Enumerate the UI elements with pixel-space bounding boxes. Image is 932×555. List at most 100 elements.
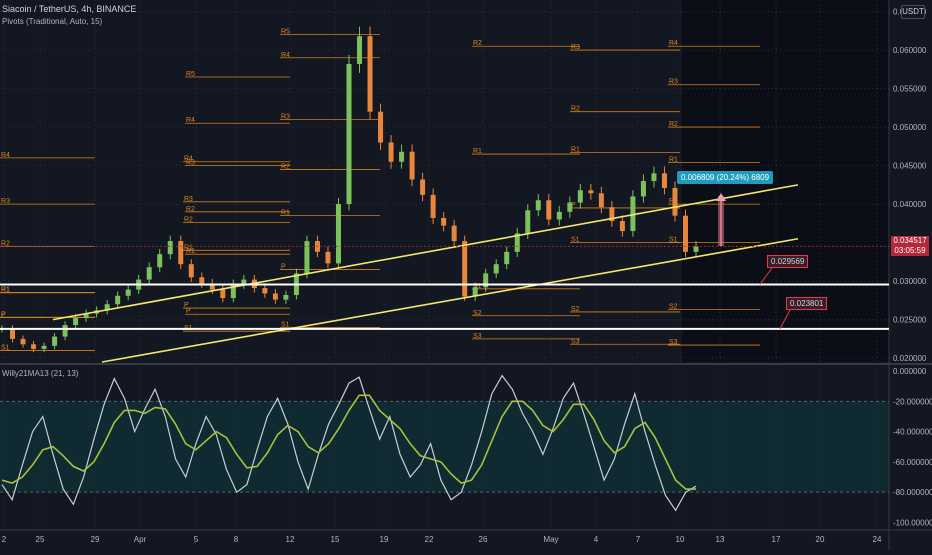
candle-body [157,254,163,268]
candle-body [483,273,489,288]
pivot-label: R2 [473,40,482,47]
pivot-label: S1 [473,283,482,290]
time-tick-label: 2 [2,535,7,544]
candle-body [693,246,699,252]
candle-body [388,142,394,162]
pivot-label: P [1,311,6,318]
pivot-label: R5 [186,71,195,78]
oscillator-fast-line [1,374,697,512]
oscillator-indicator-label: Willy21MA13 (21, 13) [2,369,79,378]
candle-body [451,225,457,242]
pivot-label: R5 [281,29,290,36]
callout-lower: 0.023801 [786,297,828,310]
price-tick-label: 0.040000 [893,200,927,209]
candle-body [577,190,583,203]
countdown-tag: 03:05:59 [891,246,929,256]
time-tick-label: 29 [91,535,100,544]
time-tick-label: 7 [636,535,641,544]
callout-leader [779,309,791,330]
candle-body [378,111,384,143]
indicator-tick-label: -100.000000 [893,518,932,527]
candle-body [619,221,625,232]
time-tick-label: 19 [380,535,389,544]
candle-body [73,318,79,326]
trend-channel-lower [101,237,799,363]
price-tick-label: 0.020000 [893,354,927,363]
candle-body [672,187,678,216]
pivot-label: R2 [281,163,290,170]
candle-body [493,264,499,274]
price-tick-label: 0.030000 [893,277,927,286]
time-tick-label: 25 [36,535,45,544]
pivot-label: R1 [184,244,193,251]
candle-body [525,210,531,234]
candle-body [272,293,278,300]
candle-body [682,215,688,252]
time-tick-label: 17 [772,535,781,544]
candle-body [125,289,131,296]
price-tick-label: 0.025000 [893,316,927,325]
candle-body [535,200,541,211]
pivot-label: S2 [473,310,482,317]
pivot-label: R2 [669,121,678,128]
currency-button[interactable]: USDT [901,5,925,19]
candle-body [178,241,184,265]
candle-body [283,294,289,300]
candle-body [504,251,510,265]
candle-body [598,193,604,208]
pivot-label: P [669,198,674,205]
pivot-label: R4 [1,152,10,159]
price-tick-label: 0.060000 [893,46,927,55]
pivot-label: R1 [571,147,580,154]
indicator-tick-label: -80.000000 [893,488,932,497]
pivot-label: R4 [186,117,195,124]
pivot-label: R3 [186,160,195,167]
pivot-label: R2 [1,240,10,247]
candle-body [62,325,68,337]
candle-body [420,179,426,195]
candle-body [588,190,594,194]
price-tick-label: 0.045000 [893,162,927,171]
pivot-label: R1 [281,210,290,217]
candle-body [115,295,121,305]
candle-body [83,313,89,319]
pivot-label: R3 [281,113,290,120]
candle-body [20,338,26,345]
candle-body [430,194,436,218]
indicator-tick-label: 0.000000 [893,367,927,376]
pivot-label: S1 [571,237,580,244]
candle-body [367,36,373,112]
time-tick-label: 10 [676,535,685,544]
trend-channel-upper [52,184,799,321]
pivot-label: R3 [571,44,580,51]
time-tick-label: 12 [286,535,295,544]
candle-body [357,36,363,64]
candle-body [640,181,646,197]
price-tick-label: 0.055000 [893,85,927,94]
candle-body [472,287,478,297]
pivot-label: P [571,202,576,209]
time-tick-label: 8 [234,535,239,544]
indicator-tick-label: -20.000000 [893,397,932,406]
oscillator-signal-line [1,394,696,490]
pivot-label: P [1,311,6,318]
time-tick-label: May [543,535,558,544]
pivot-label: R1 [669,157,678,164]
candle-body [209,283,215,290]
pivot-label: R4 [281,52,290,59]
time-tick-label: 4 [594,535,599,544]
time-tick-label: 15 [331,535,340,544]
callout-upper: 0.029569 [767,255,809,268]
pivot-label: R4 [184,156,193,163]
time-tick-label: 26 [479,535,488,544]
pivot-label: P [184,302,189,309]
pivot-label: S1 [281,321,290,328]
pivot-label: R2 [186,206,195,213]
time-tick-label: 20 [816,535,825,544]
candle-body [241,279,247,285]
pivot-label: R1 [186,248,195,255]
indicator-tick-label: -40.000000 [893,428,932,437]
pivot-label: S2 [669,304,678,311]
candle-body [52,336,58,346]
